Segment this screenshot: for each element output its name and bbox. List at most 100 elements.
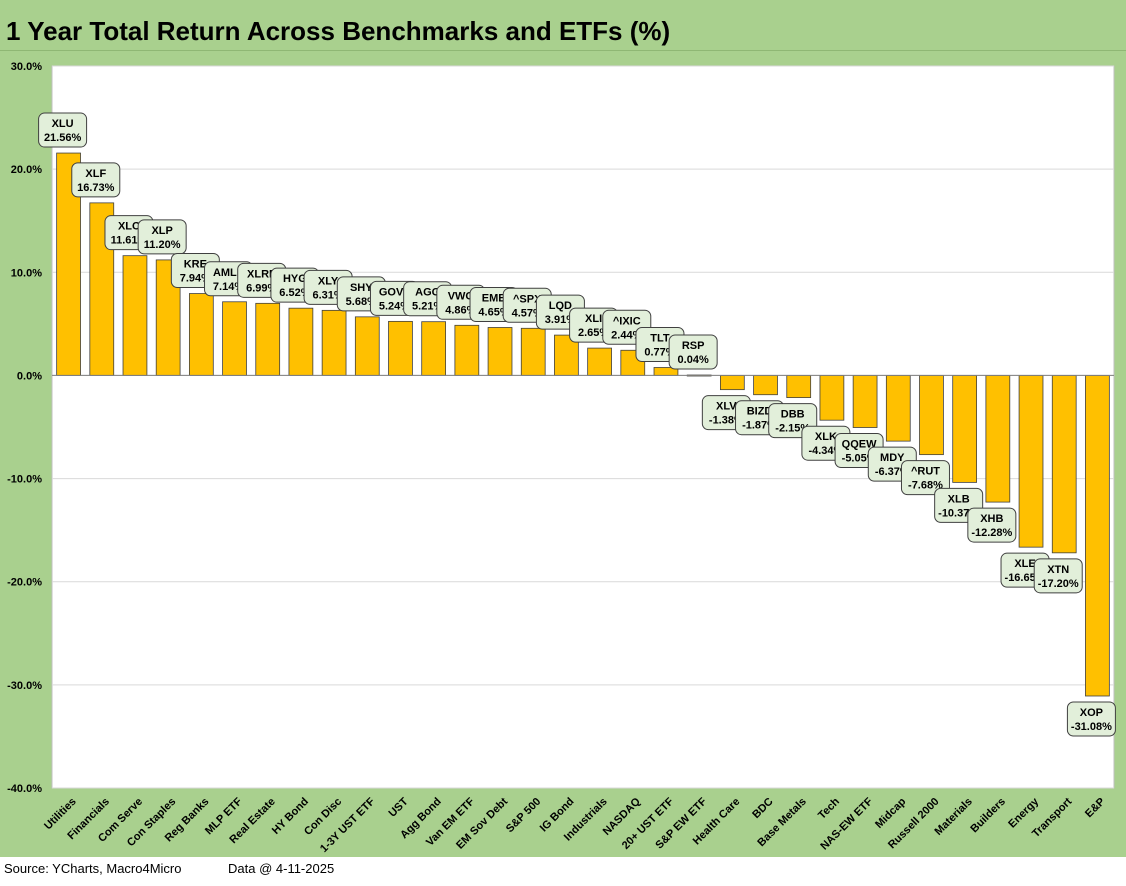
bar [188, 293, 214, 376]
data-label-value: 4.65% [478, 306, 509, 318]
data-label-ticker: MDY [880, 452, 905, 464]
data-label-ticker: XLC [118, 221, 140, 233]
data-label-ticker: XLI [585, 313, 602, 325]
data-label-box [900, 460, 950, 496]
data-label-ticker: AMLP [213, 267, 244, 279]
bar [885, 375, 911, 442]
data-label: XHB -12.28% [967, 507, 1017, 543]
data-label-ticker: BIZD [747, 406, 773, 418]
bar [388, 320, 413, 376]
data-label-box [967, 507, 1017, 543]
x-tick-label: S&P 500 [504, 796, 543, 835]
data-label-ticker: HYG [283, 273, 307, 285]
bar [587, 347, 612, 376]
title-bar: 1 Year Total Return Across Benchmarks an… [0, 0, 1126, 51]
data-label: XLP 11.20% [137, 219, 187, 255]
data-label-value: 11.20% [144, 239, 181, 251]
bar-chart: 30.0% 20.0% 10.0% 0.0% -10.0% -20.0% -30.0% -40… [7, 61, 1116, 855]
data-label-ticker: RSP [682, 340, 705, 352]
source-note: Source: YCharts, Macro4Micro [4, 861, 182, 876]
data-label-ticker: XLU [52, 118, 74, 130]
data-label-ticker: XLRE [247, 268, 276, 280]
data-label-ticker: EMB [482, 292, 507, 304]
x-tick-label: Tech [816, 795, 842, 821]
data-label-ticker: ^SPX [513, 293, 542, 305]
data-label: XTN -17.20% [1033, 558, 1083, 594]
data-label-value: 2.44% [611, 329, 642, 341]
bar [321, 309, 347, 376]
data-label-ticker: GOVT [379, 286, 410, 298]
x-tick-label: BDC [750, 796, 775, 821]
data-label-value: 2.65% [578, 327, 609, 339]
y-tick-label: 20.0% [11, 164, 42, 176]
data-label-box [668, 334, 718, 370]
y-tick-label: -40.0% [7, 783, 42, 795]
bar [952, 375, 978, 483]
data-label-ticker: XOP [1080, 707, 1103, 719]
data-label-ticker: XHB [980, 513, 1003, 525]
y-tick-label: 30.0% [11, 61, 42, 73]
data-label-value: 3.91% [545, 314, 576, 326]
bar [985, 375, 1011, 503]
data-label-value: 6.31% [312, 289, 343, 301]
data-label: XOP -31.08% [1066, 701, 1116, 737]
data-label-box [71, 162, 121, 198]
data-label-ticker: XLP [151, 225, 172, 237]
data-label-box [1066, 701, 1116, 737]
data-label-ticker: KRE [184, 259, 207, 271]
bar [753, 375, 778, 396]
data-label-value: 21.56% [44, 132, 82, 144]
data-label-value: 0.04% [678, 354, 709, 366]
bar [1085, 375, 1110, 697]
data-label: XLU 21.56% [38, 112, 88, 148]
data-label-ticker: XTN [1047, 564, 1069, 576]
data-label-ticker: XLK [815, 431, 837, 443]
data-label-ticker: SHY [350, 282, 373, 294]
data-label-value: 16.73% [77, 182, 115, 194]
data-label-ticker: LQD [549, 300, 572, 312]
chart-title: 1 Year Total Return Across Benchmarks an… [6, 16, 671, 46]
bar [454, 324, 480, 376]
data-label-ticker: XLB [948, 493, 970, 505]
x-tick-label: E&P [1083, 796, 1107, 820]
data-label-value: -31.08% [1071, 721, 1112, 733]
chart-area: 30.0% 20.0% 10.0% 0.0% -10.0% -20.0% -30.0% -40… [0, 51, 1126, 857]
data-label-ticker: XLY [318, 275, 339, 287]
data-label-value: -7.68% [908, 480, 943, 492]
data-label-value: 7.14% [213, 281, 244, 293]
data-label-ticker: XLE [1014, 558, 1035, 570]
data-label-ticker: VWO [448, 290, 475, 302]
bar [719, 375, 745, 391]
bar [288, 307, 314, 376]
y-tick-label: -20.0% [7, 577, 42, 589]
data-date-note: Data @ 4-11-2025 [228, 861, 335, 876]
data-label-box [38, 112, 88, 148]
data-label: RSP 0.04% [668, 334, 718, 370]
data-label-value: 5.68% [346, 296, 377, 308]
bar [1051, 375, 1077, 554]
bar [354, 316, 380, 376]
data-label-ticker: DBB [781, 409, 805, 421]
data-label-value: 6.99% [246, 282, 277, 294]
y-tick-label: -10.0% [7, 474, 42, 486]
data-label-value: 4.57% [512, 307, 543, 319]
data-label-ticker: XLV [716, 401, 737, 413]
data-label-ticker: ^IXIC [613, 315, 641, 327]
data-label-value: 7.94% [180, 273, 211, 285]
data-label-value: -12.28% [971, 527, 1012, 539]
data-label-box [137, 219, 187, 255]
data-label-ticker: AGG [415, 287, 440, 299]
footer: Source: YCharts, Macro4Micro Data @ 4-11… [0, 858, 1126, 886]
data-label: ^RUT -7.68% [900, 460, 950, 496]
y-tick-label: -30.0% [7, 680, 42, 692]
x-tick-label: Builders [968, 796, 1008, 836]
bar [222, 301, 247, 376]
x-tick-label: UST [387, 795, 411, 819]
data-label-value: 4.86% [445, 304, 476, 316]
bar [786, 375, 812, 399]
data-label-value: 0.77% [644, 346, 675, 358]
data-label-value: -10.37% [938, 507, 979, 519]
data-label-value: 5.24% [379, 300, 410, 312]
data-label-ticker: XLF [85, 168, 106, 180]
